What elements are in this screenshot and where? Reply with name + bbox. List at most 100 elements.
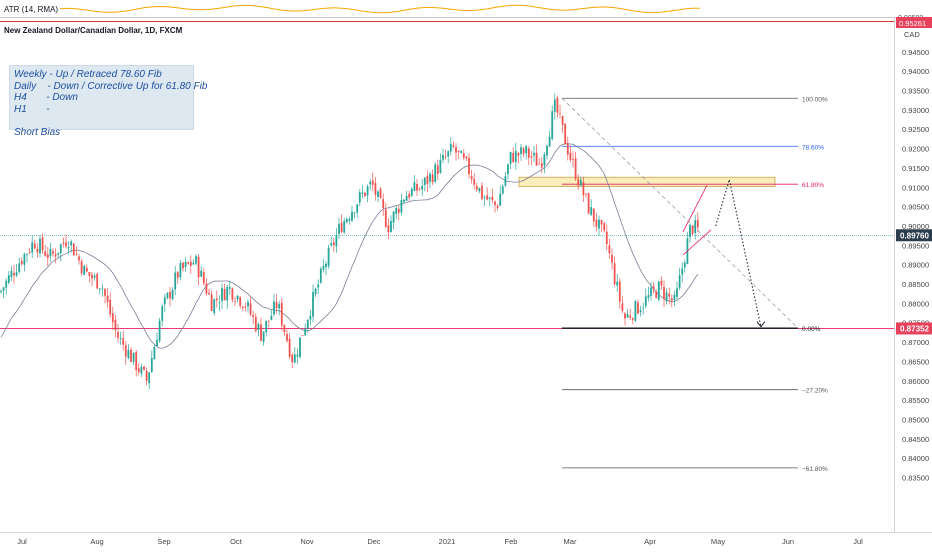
- candle-body[interactable]: [280, 302, 283, 326]
- candle-body[interactable]: [179, 262, 182, 278]
- candle-body[interactable]: [127, 349, 130, 359]
- candle-body[interactable]: [478, 187, 481, 192]
- candle-body[interactable]: [642, 307, 645, 309]
- candle-body[interactable]: [665, 292, 668, 302]
- candle-body[interactable]: [405, 195, 408, 201]
- candle-body[interactable]: [75, 253, 78, 255]
- candle-body[interactable]: [655, 291, 658, 298]
- candle-body[interactable]: [473, 178, 476, 185]
- candle-body[interactable]: [301, 335, 304, 336]
- candle-body[interactable]: [595, 219, 598, 227]
- candle-body[interactable]: [681, 268, 684, 275]
- candle-body[interactable]: [561, 115, 564, 125]
- candle-body[interactable]: [338, 223, 340, 234]
- candle-body[interactable]: [189, 261, 192, 266]
- candle-body[interactable]: [197, 256, 200, 278]
- candle-body[interactable]: [322, 266, 325, 270]
- candle-body[interactable]: [31, 242, 34, 253]
- candle-body[interactable]: [546, 145, 548, 156]
- candle-body[interactable]: [41, 237, 44, 251]
- candle-body[interactable]: [252, 314, 255, 317]
- candle-body[interactable]: [10, 270, 13, 277]
- candle-body[interactable]: [49, 248, 52, 257]
- resistance-zone[interactable]: [518, 176, 776, 187]
- candle-body[interactable]: [239, 297, 242, 306]
- candle-body[interactable]: [309, 315, 312, 320]
- candle-body[interactable]: [13, 272, 15, 276]
- candle-body[interactable]: [598, 219, 600, 229]
- candle-body[interactable]: [293, 354, 296, 363]
- candle-body[interactable]: [436, 165, 439, 174]
- candle-body[interactable]: [395, 207, 398, 214]
- candle-body[interactable]: [582, 181, 585, 196]
- candle-body[interactable]: [668, 293, 671, 297]
- candle-body[interactable]: [486, 195, 489, 200]
- candle-body[interactable]: [449, 144, 452, 152]
- candle-body[interactable]: [392, 211, 395, 223]
- candle-body[interactable]: [676, 288, 678, 297]
- candle-body[interactable]: [291, 354, 294, 363]
- candle-body[interactable]: [111, 313, 114, 323]
- candle-body[interactable]: [265, 320, 268, 333]
- candle-body[interactable]: [340, 222, 343, 233]
- candle-body[interactable]: [587, 193, 590, 214]
- candle-body[interactable]: [267, 320, 270, 322]
- candle-body[interactable]: [696, 219, 699, 228]
- candle-body[interactable]: [234, 300, 236, 302]
- candle-body[interactable]: [254, 316, 257, 331]
- candle-body[interactable]: [634, 301, 637, 321]
- candle-body[interactable]: [626, 314, 629, 318]
- candle-body[interactable]: [470, 176, 473, 180]
- candle-body[interactable]: [20, 261, 23, 265]
- candle-body[interactable]: [44, 251, 47, 256]
- candle-body[interactable]: [462, 153, 465, 158]
- candle-body[interactable]: [379, 189, 382, 199]
- candle-body[interactable]: [345, 219, 348, 223]
- candle-body[interactable]: [262, 331, 265, 342]
- candle-body[interactable]: [208, 292, 210, 295]
- candle-body[interactable]: [663, 286, 665, 300]
- candle-body[interactable]: [548, 136, 551, 147]
- candle-body[interactable]: [608, 245, 611, 254]
- candle-body[interactable]: [413, 182, 416, 191]
- candle-body[interactable]: [80, 261, 83, 274]
- candle-body[interactable]: [660, 280, 663, 286]
- candle-body[interactable]: [130, 349, 132, 362]
- candle-body[interactable]: [278, 304, 281, 309]
- candle-body[interactable]: [260, 324, 262, 341]
- candle-body[interactable]: [319, 268, 322, 283]
- candle-body[interactable]: [621, 303, 624, 312]
- candle-body[interactable]: [70, 241, 73, 246]
- candle-body[interactable]: [408, 193, 411, 198]
- candle-body[interactable]: [377, 191, 379, 197]
- candle-body[interactable]: [564, 123, 567, 145]
- candle-body[interactable]: [442, 155, 444, 160]
- candle-body[interactable]: [163, 297, 166, 305]
- candle-body[interactable]: [109, 299, 112, 315]
- candle-body[interactable]: [629, 315, 632, 318]
- candle-body[interactable]: [28, 251, 31, 253]
- candle-body[interactable]: [559, 113, 561, 114]
- candle-body[interactable]: [452, 145, 455, 147]
- candle-body[interactable]: [616, 281, 619, 286]
- candle-body[interactable]: [114, 319, 117, 331]
- channel-upper-line[interactable]: [682, 185, 708, 232]
- candle-body[interactable]: [517, 152, 520, 156]
- candle-body[interactable]: [182, 262, 184, 269]
- candle-body[interactable]: [613, 263, 616, 285]
- candle-body[interactable]: [36, 248, 39, 253]
- candle-body[interactable]: [444, 156, 447, 158]
- candle-body[interactable]: [572, 158, 574, 160]
- candle-body[interactable]: [605, 231, 608, 245]
- candle-body[interactable]: [306, 319, 309, 329]
- candle-body[interactable]: [195, 256, 197, 264]
- candle-body[interactable]: [231, 288, 234, 300]
- candle-body[interactable]: [143, 366, 145, 370]
- candle-body[interactable]: [312, 292, 314, 317]
- candle-body[interactable]: [325, 263, 327, 268]
- candle-body[interactable]: [574, 158, 577, 180]
- candle-body[interactable]: [104, 289, 106, 296]
- candle-body[interactable]: [540, 163, 543, 168]
- candle-body[interactable]: [62, 242, 65, 244]
